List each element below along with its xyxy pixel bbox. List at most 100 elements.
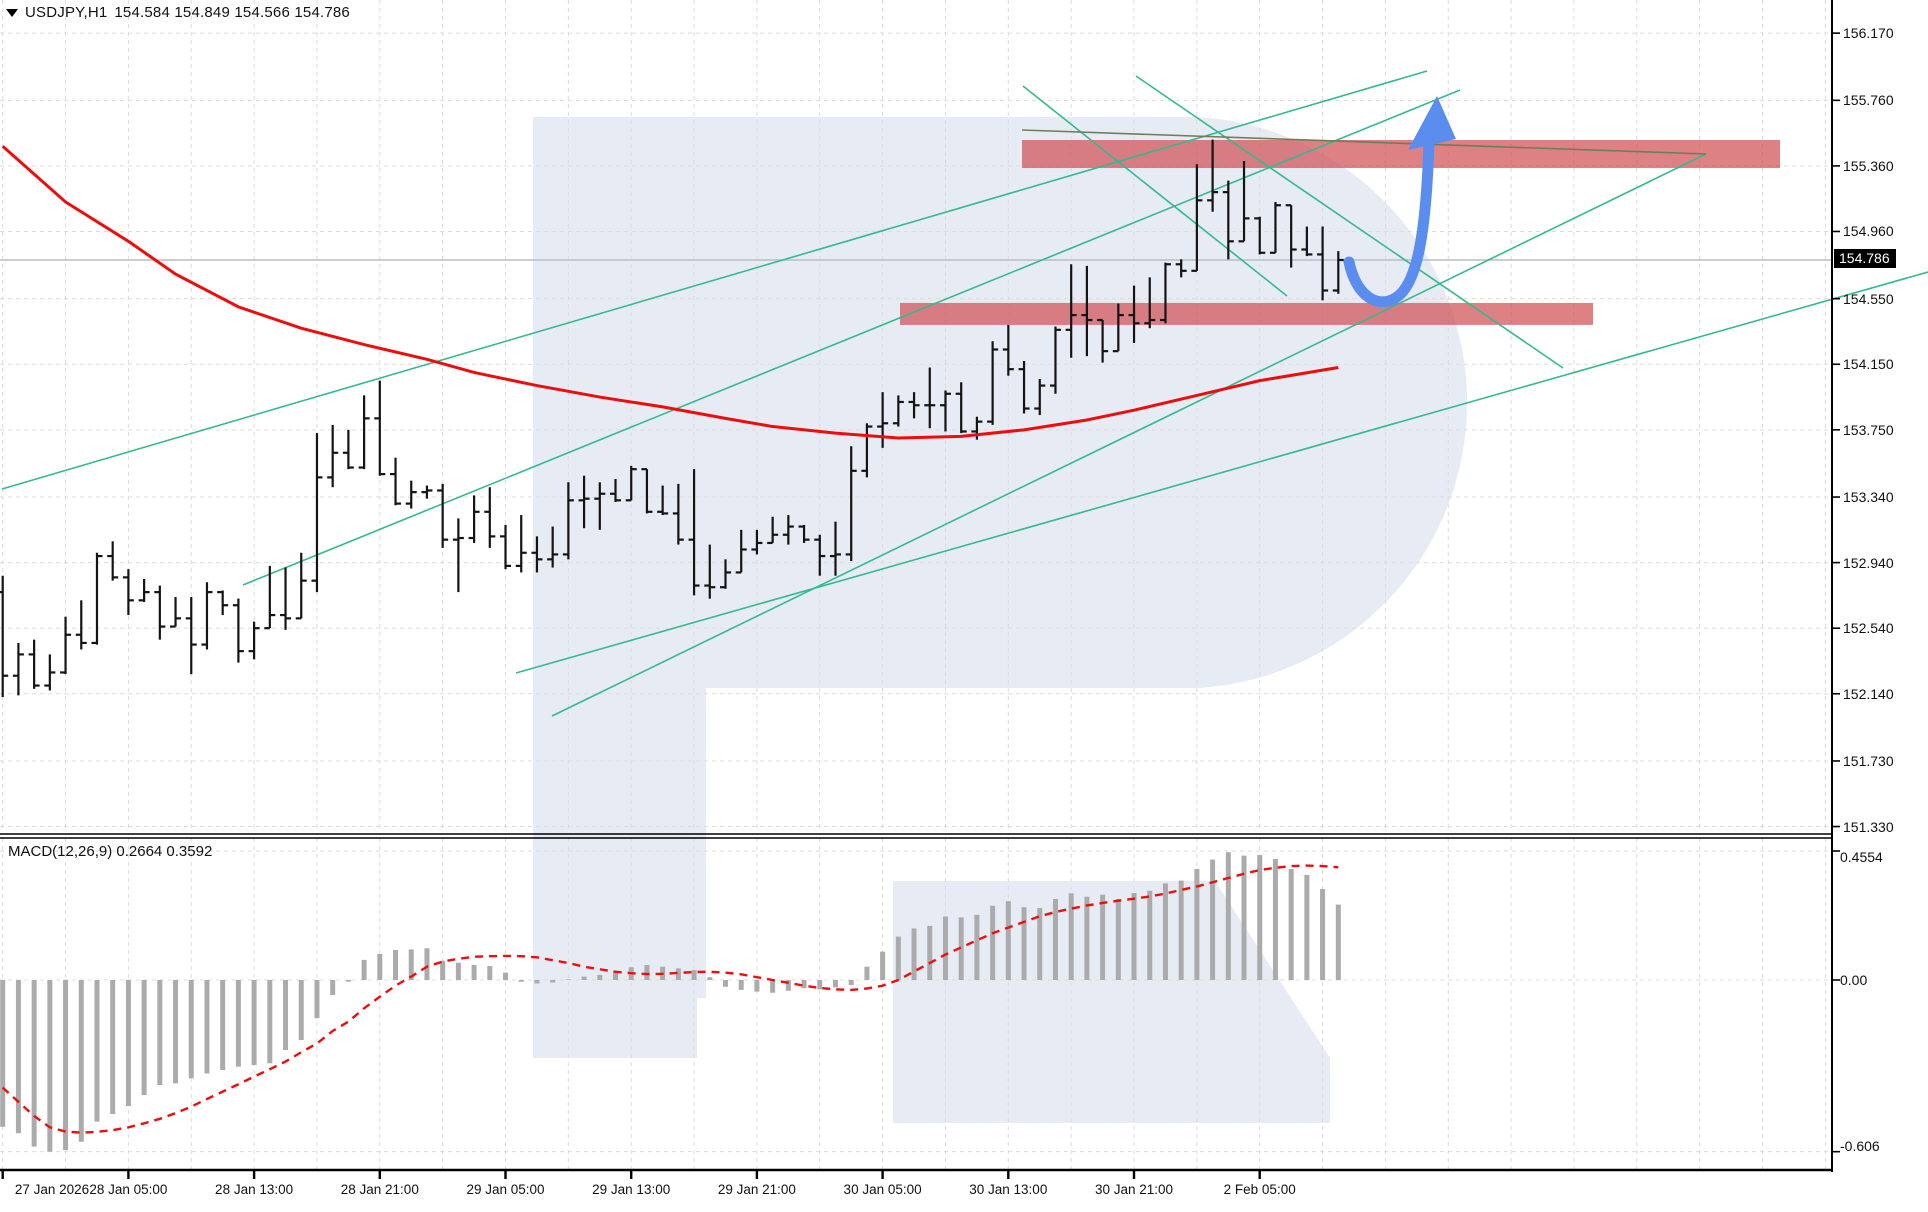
macd-bar	[895, 936, 901, 980]
macd-bar	[1257, 855, 1263, 980]
macd-bar	[1288, 868, 1294, 980]
macd-bar	[974, 914, 980, 980]
time-tick-label: 29 Jan 21:00	[717, 1182, 796, 1197]
price-tick-label: 153.750	[1843, 421, 1894, 438]
macd-bar	[267, 980, 273, 1064]
macd-bar	[47, 980, 53, 1152]
macd-bar	[1178, 880, 1184, 980]
symbol-dropdown-icon[interactable]	[6, 8, 18, 17]
macd-bar	[1131, 893, 1137, 980]
macd-bar	[1068, 893, 1074, 980]
macd-bar	[330, 980, 336, 996]
macd-bar	[565, 979, 571, 980]
macd-bar	[518, 980, 524, 982]
macd-bar	[15, 980, 21, 1134]
time-tick-label: 30 Jan 05:00	[843, 1182, 922, 1197]
trendline[interactable]	[1021, 129, 1707, 155]
macd-bar	[597, 974, 603, 980]
macd-bar	[644, 964, 650, 980]
trendline[interactable]	[1022, 85, 1288, 297]
macd-bar	[110, 980, 116, 1115]
macd-bar	[848, 980, 854, 986]
trendline[interactable]	[1135, 75, 1564, 369]
time-tick-label: 27 Jan 2026	[14, 1182, 90, 1197]
price-tick-label: 154.150	[1843, 356, 1894, 373]
macd-bar	[503, 972, 509, 980]
macd-bar	[1100, 894, 1106, 980]
macd-bar	[361, 959, 367, 980]
macd-tick-label: 0.4554	[1840, 848, 1883, 865]
demand-zone[interactable]	[900, 302, 1593, 325]
trendline[interactable]	[551, 153, 1707, 717]
macd-bar	[220, 980, 226, 1071]
macd-bar	[1052, 898, 1058, 980]
price-tick-label: 156.170	[1843, 25, 1894, 42]
macd-bar	[754, 980, 760, 992]
macd-bar	[927, 925, 933, 980]
macd-bar	[455, 962, 461, 980]
macd-bar	[157, 980, 163, 1086]
price-tick-label: 155.760	[1843, 92, 1894, 109]
price-tick-label: 153.340	[1843, 489, 1894, 506]
macd-bar	[1272, 859, 1278, 980]
trend-arrow-shaft	[1343, 136, 1435, 308]
price-tick-label: 155.360	[1843, 157, 1894, 174]
macd-bar	[864, 966, 870, 980]
price-tick-label: 152.940	[1843, 554, 1894, 571]
macd-bar	[283, 980, 289, 1050]
macd-bar	[738, 980, 744, 990]
macd-bar	[393, 949, 399, 980]
price-tick-label: 154.960	[1843, 223, 1894, 240]
macd-bar	[424, 948, 430, 980]
macd-bar	[471, 964, 477, 980]
macd-bar	[1335, 904, 1341, 980]
macd-bar	[1115, 898, 1121, 980]
macd-bar	[1241, 855, 1247, 980]
macd-bar	[1320, 889, 1326, 980]
macd-bar	[1147, 890, 1153, 980]
macd-bar	[1084, 896, 1090, 980]
macd-bar	[707, 977, 713, 980]
time-tick-label: 28 Jan 13:00	[215, 1182, 294, 1197]
price-bars	[0, 139, 1344, 698]
macd-bar	[251, 980, 257, 1065]
macd-bar	[942, 916, 948, 980]
macd-bar	[377, 953, 383, 980]
trendline[interactable]	[242, 89, 1461, 586]
macd-bar	[235, 980, 241, 1067]
macd-bar	[832, 980, 838, 988]
symbol-title-bar: USDJPY,H1 154.584 154.849 154.566 154.786	[6, 4, 350, 21]
macd-bar	[487, 966, 493, 980]
macd-bar	[817, 980, 823, 990]
time-tick-label: 30 Jan 21:00	[1094, 1182, 1174, 1197]
time-tick-label: 28 Jan 21:00	[340, 1182, 419, 1197]
macd-bar	[345, 980, 351, 982]
macd-signal-line	[1, 864, 1339, 1134]
trendline[interactable]	[1, 70, 1428, 490]
macd-tick-label: 0.00	[1840, 972, 1868, 988]
chart-borders	[0, 0, 1840, 1179]
macd-bar	[1225, 852, 1231, 980]
macd-bar	[770, 980, 776, 993]
trend-arrow[interactable]	[1343, 96, 1456, 308]
macd-bar	[141, 980, 147, 1096]
macd-bar	[785, 980, 791, 991]
macd-bar	[990, 905, 996, 980]
price-tick-label: 151.730	[1843, 752, 1894, 769]
supply-zone[interactable]	[1022, 140, 1780, 169]
price-tick-label: 152.540	[1843, 620, 1894, 637]
watermark-macd-stem	[533, 840, 697, 1058]
macd-bar	[581, 976, 587, 980]
macd-bar	[1037, 908, 1043, 980]
moving-average-line	[1, 145, 1339, 440]
macd-bar	[1210, 859, 1216, 980]
macd-bar	[173, 980, 179, 1084]
macd-bar	[188, 980, 194, 1079]
macd-bar	[1194, 868, 1200, 980]
macd-bar	[1162, 883, 1168, 980]
trendline[interactable]	[515, 271, 1928, 674]
macd-histogram	[0, 852, 1341, 1152]
macd-bar	[911, 928, 917, 980]
